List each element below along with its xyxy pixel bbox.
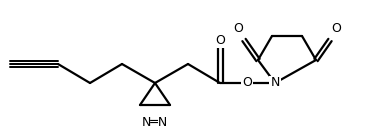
- Text: N: N: [270, 76, 280, 89]
- Text: O: O: [233, 22, 243, 34]
- Text: O: O: [215, 33, 225, 46]
- Text: O: O: [242, 76, 252, 89]
- Text: O: O: [331, 22, 341, 34]
- Text: N═N: N═N: [142, 116, 168, 129]
